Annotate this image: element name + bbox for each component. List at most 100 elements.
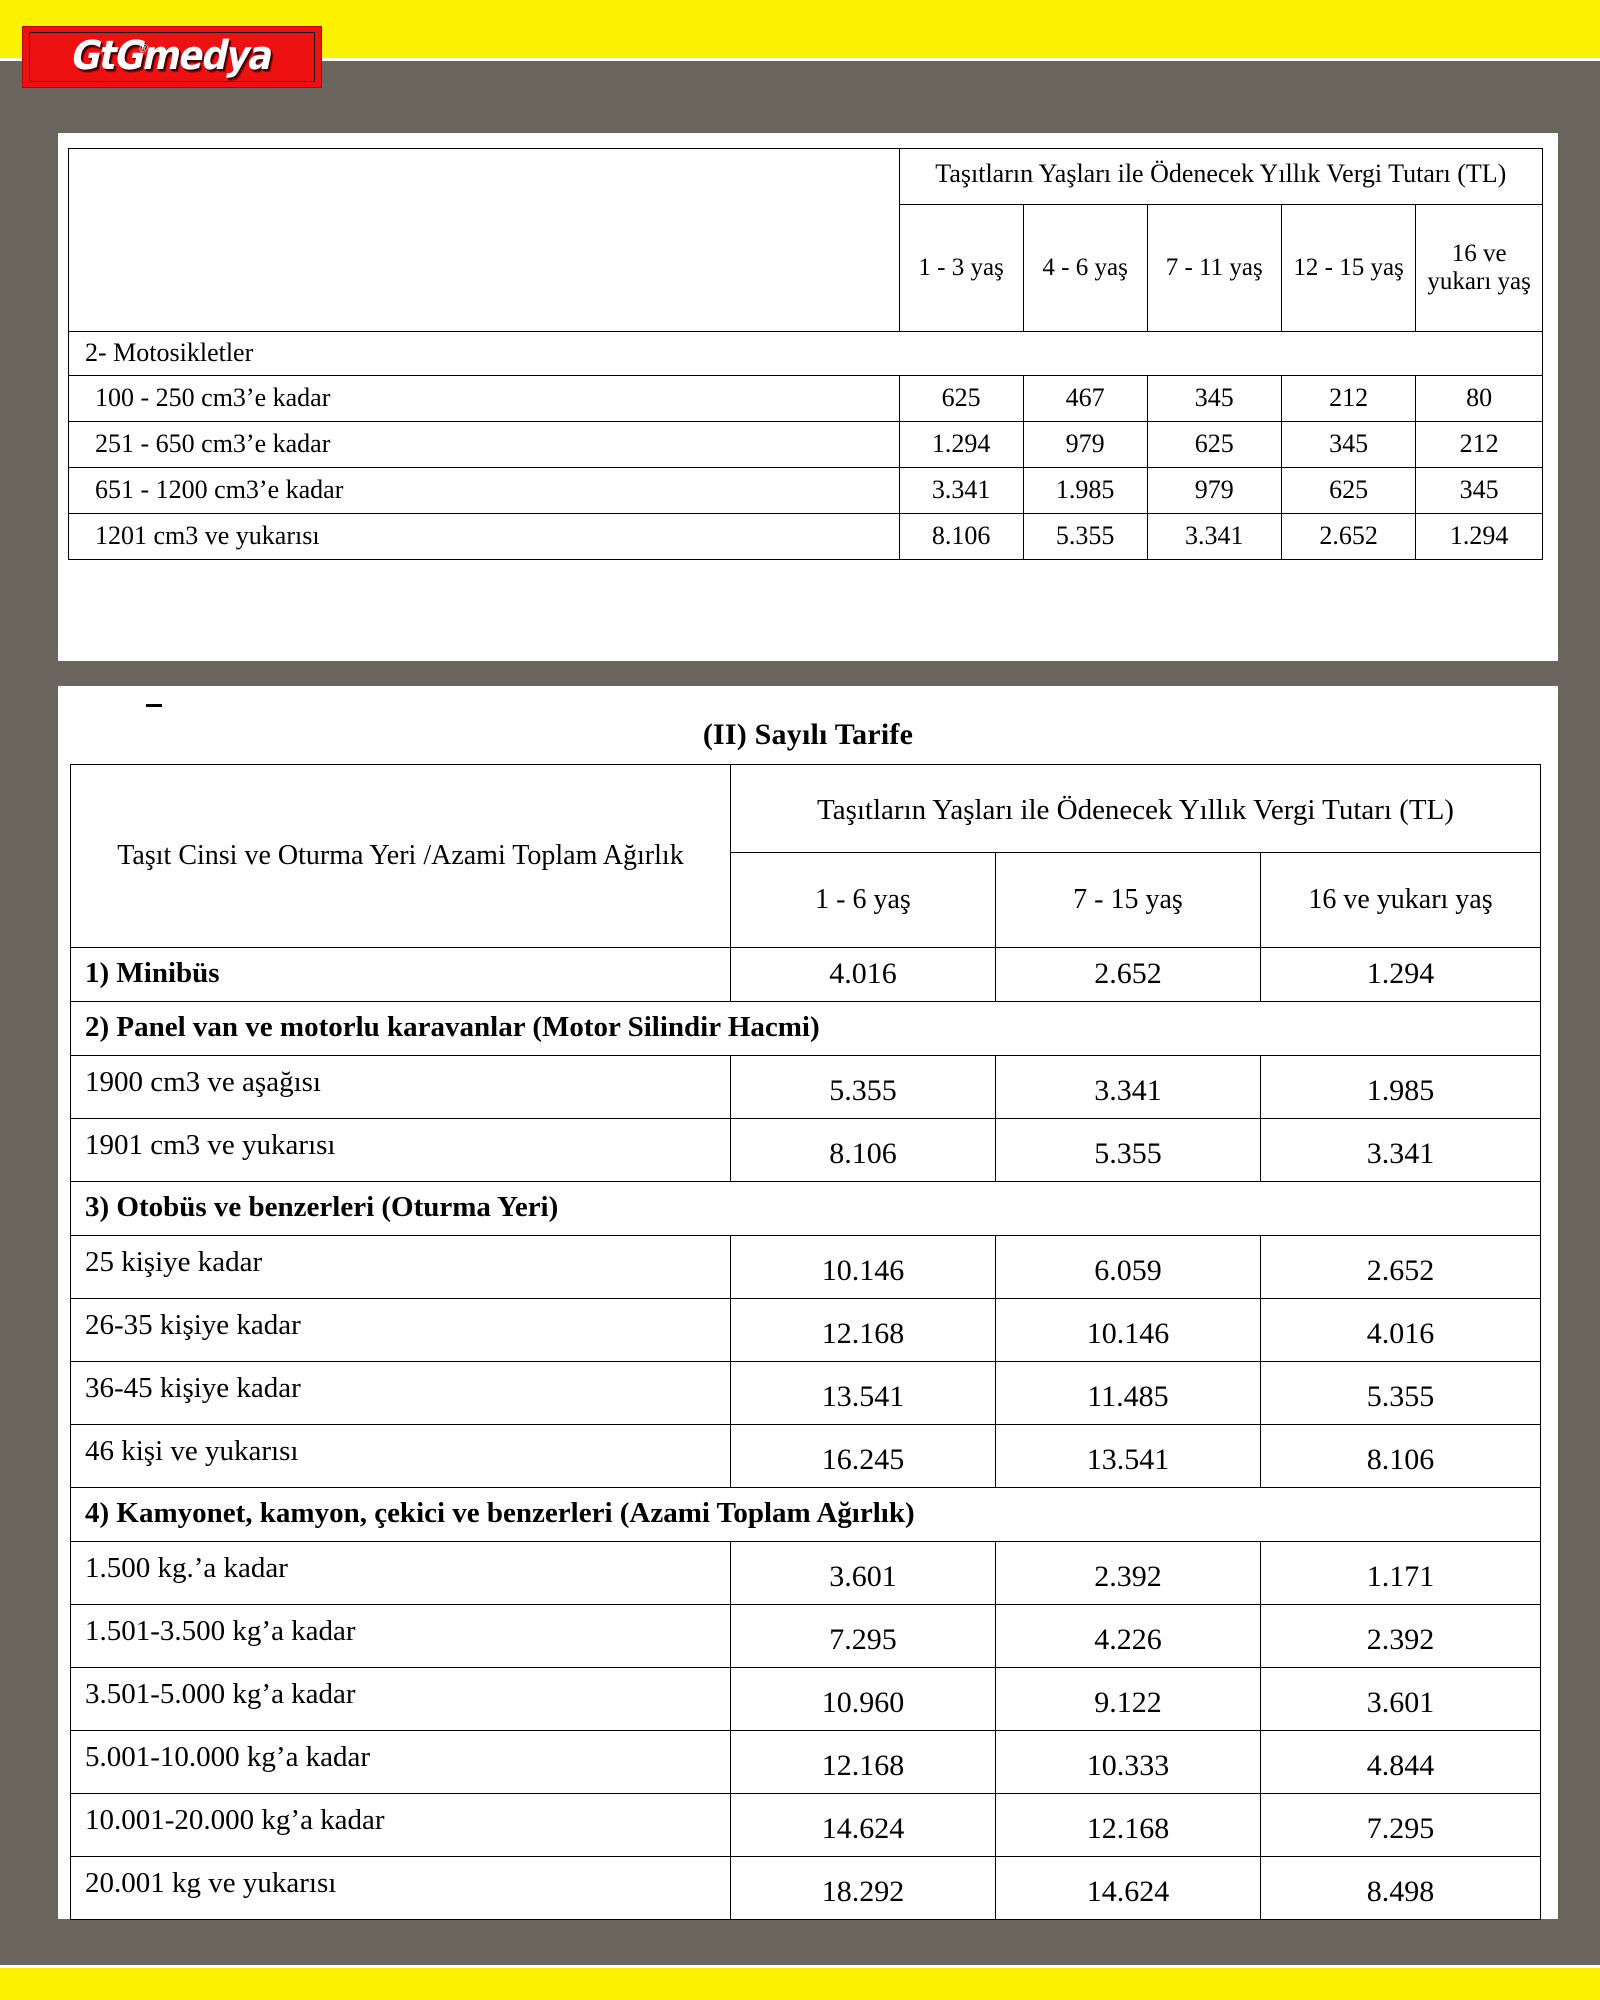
tax-amount-cell: 10.333 — [995, 1730, 1261, 1794]
tax-amount-cell: 5.355 — [1260, 1361, 1541, 1425]
table-row: 46 kişi ve yukarısı 16.245 13.541 8.106 — [70, 1424, 1541, 1488]
top-document-panel: Taşıtların Yaşları ile Ödenecek Yıllık V… — [58, 133, 1558, 661]
tax-amount-cell: 4.226 — [995, 1604, 1261, 1668]
bottom-document-panel: (II) Sayılı Tarife Taşıt Cinsi ve Oturma… — [58, 686, 1558, 1920]
table-row: 10.001-20.000 kg’a kadar 14.624 12.168 7.29… — [70, 1793, 1541, 1857]
tax-amount-cell: 14.624 — [730, 1793, 996, 1857]
tax-amount-cell: 1.294 — [898, 420, 1024, 469]
age-column-header: 16 ve yukarı yaş — [1260, 852, 1541, 948]
tax-amount-cell: 1.985 — [1260, 1055, 1541, 1119]
banner-underline — [0, 58, 1600, 61]
tax-amount-cell: 3.341 — [995, 1055, 1261, 1119]
table-row: 25 kişiye kadar 10.146 6.059 2.652 — [70, 1235, 1541, 1299]
row-label: 1201 cm3 ve yukarısı — [68, 513, 900, 561]
tax-amount-cell: 2.652 — [1260, 1235, 1541, 1299]
tax-amount-cell: 467 — [1022, 374, 1148, 422]
tax-amount-cell: 625 — [1146, 420, 1282, 469]
section-header: 4) Kamyonet, kamyon, çekici ve benzerler… — [70, 1487, 1541, 1542]
tax-amount-cell: 6.059 — [995, 1235, 1261, 1299]
tax-amount-cell: 3.341 — [898, 466, 1024, 515]
group-header: Taşıtların Yaşları ile Ödenecek Yıllık V… — [898, 148, 1544, 205]
left-header: Taşıt Cinsi ve Oturma Yeri /Azami Toplam… — [70, 764, 731, 948]
table-row: 100 - 250 cm3’e kadar 625 467 345 212 80 — [68, 374, 1543, 422]
motosikletler-tax-table: Taşıtların Yaşları ile Ödenecek Yıllık V… — [68, 148, 1544, 561]
tax-amount-cell: 80 — [1415, 374, 1543, 422]
tax-amount-cell: 11.485 — [995, 1361, 1261, 1425]
table-row: 1201 cm3 ve yukarısı 8.106 5.355 3.341 2.652… — [68, 513, 1543, 561]
sayili-tarife-tax-table: Taşıt Cinsi ve Oturma Yeri /Azami Toplam… — [70, 764, 1541, 1920]
tax-amount-cell: 1.294 — [1260, 947, 1541, 1002]
stray-dash-mark — [146, 704, 162, 707]
table-row: 1) Minibüs 4.016 2.652 1.294 — [70, 947, 1541, 1002]
tax-amount-cell: 12.168 — [995, 1793, 1261, 1857]
tax-amount-cell: 345 — [1415, 466, 1543, 515]
table-row: 20.001 kg ve yukarısı 18.292 14.624 8.498 — [70, 1856, 1541, 1920]
tax-amount-cell: 8.106 — [730, 1118, 996, 1182]
tax-amount-cell: 2.652 — [995, 947, 1261, 1002]
tax-amount-cell: 9.122 — [995, 1667, 1261, 1731]
tax-amount-cell: 10.960 — [730, 1667, 996, 1731]
tax-amount-cell: 1.294 — [1415, 513, 1543, 561]
row-label: 100 - 250 cm3’e kadar — [68, 374, 900, 422]
tax-amount-cell: 13.541 — [995, 1424, 1261, 1488]
tax-amount-cell: 625 — [898, 374, 1024, 422]
row-label: 1900 cm3 ve aşağısı — [70, 1055, 731, 1119]
tax-amount-cell: 10.146 — [730, 1235, 996, 1299]
tax-amount-cell: 2.392 — [1260, 1604, 1541, 1668]
tax-amount-cell: 1.171 — [1260, 1541, 1541, 1605]
row-label: 36-45 kişiye kadar — [70, 1361, 731, 1425]
tax-amount-cell: 345 — [1146, 374, 1282, 422]
bottom-yellow-banner — [0, 1968, 1600, 2000]
tax-amount-cell: 3.341 — [1260, 1118, 1541, 1182]
row-label: 1) Minibüs — [70, 947, 731, 1002]
logo-wordmark: GtGmedya — [67, 33, 277, 80]
tax-amount-cell: 3.601 — [730, 1541, 996, 1605]
tax-amount-cell: 4.844 — [1260, 1730, 1541, 1794]
age-column-header: 16 ve yukarı yaş — [1415, 203, 1543, 332]
table-row: 2) Panel van ve motorlu karavanlar (Moto… — [70, 1001, 1541, 1056]
row-label: 651 - 1200 cm3’e kadar — [68, 466, 900, 515]
table-row: 4) Kamyonet, kamyon, çekici ve benzerler… — [70, 1487, 1541, 1542]
tax-amount-cell: 212 — [1415, 420, 1543, 469]
logo-inner-frame: GtGmedya ® — [29, 32, 315, 82]
gtgmedya-logo[interactable]: GtGmedya ® — [22, 26, 322, 88]
section-header: 3) Otobüs ve benzerleri (Oturma Yeri) — [70, 1181, 1541, 1236]
tax-amount-cell: 3.341 — [1146, 513, 1282, 561]
table-row: 1 - 3 yaş 4 - 6 yaş 7 - 11 yaş 12 - 15 yaş 1… — [69, 203, 1543, 332]
tax-amount-cell: 12.168 — [730, 1730, 996, 1794]
table-row: 1 - 6 yaş 7 - 15 yaş 16 ve yukarı yaş — [71, 852, 1541, 948]
table-row: 1.500 kg.’a kadar 3.601 2.392 1.171 — [70, 1541, 1541, 1605]
tax-amount-cell: 979 — [1146, 466, 1282, 515]
tax-amount-cell: 2.652 — [1280, 513, 1417, 561]
row-label: 10.001-20.000 kg’a kadar — [70, 1793, 731, 1857]
tax-amount-cell: 4.016 — [1260, 1298, 1541, 1362]
table-row: 36-45 kişiye kadar 13.541 11.485 5.355 — [70, 1361, 1541, 1425]
table-row: 651 - 1200 cm3’e kadar 3.341 1.985 979 625 34… — [68, 466, 1543, 515]
tax-amount-cell: 979 — [1022, 420, 1148, 469]
row-label: 20.001 kg ve yukarısı — [70, 1856, 731, 1920]
table-row: 2- Motosikletler — [68, 330, 1543, 376]
tax-amount-cell: 16.245 — [730, 1424, 996, 1488]
bottom-banner-overline — [0, 1965, 1600, 1968]
tax-amount-cell: 2.392 — [995, 1541, 1261, 1605]
section-header: 2) Panel van ve motorlu karavanlar (Moto… — [70, 1001, 1541, 1056]
tax-amount-cell: 7.295 — [1260, 1793, 1541, 1857]
row-label: 3.501-5.000 kg’a kadar — [70, 1667, 731, 1731]
table-row: 1901 cm3 ve yukarısı 8.106 5.355 3.341 — [70, 1118, 1541, 1182]
table-row: 1.501-3.500 kg’a kadar 7.295 4.226 2.392 — [70, 1604, 1541, 1668]
table-row: 251 - 650 cm3’e kadar 1.294 979 625 345 212 — [68, 420, 1543, 469]
tax-amount-cell: 8.498 — [1260, 1856, 1541, 1920]
tax-amount-cell: 18.292 — [730, 1856, 996, 1920]
tax-amount-cell: 4.016 — [730, 947, 996, 1002]
table-row: 3.501-5.000 kg’a kadar 10.960 9.122 3.601 — [70, 1667, 1541, 1731]
tax-amount-cell: 10.146 — [995, 1298, 1261, 1362]
tax-amount-cell: 3.601 — [1260, 1667, 1541, 1731]
tax-amount-cell: 12.168 — [730, 1298, 996, 1362]
tax-amount-cell: 212 — [1280, 374, 1417, 422]
row-label: 26-35 kişiye kadar — [70, 1298, 731, 1362]
table-row: 1900 cm3 ve aşağısı 5.355 3.341 1.985 — [70, 1055, 1541, 1119]
tax-amount-cell: 13.541 — [730, 1361, 996, 1425]
tax-amount-cell: 8.106 — [898, 513, 1024, 561]
tax-amount-cell: 5.355 — [995, 1118, 1261, 1182]
age-column-header: 1 - 6 yaş — [730, 852, 996, 948]
